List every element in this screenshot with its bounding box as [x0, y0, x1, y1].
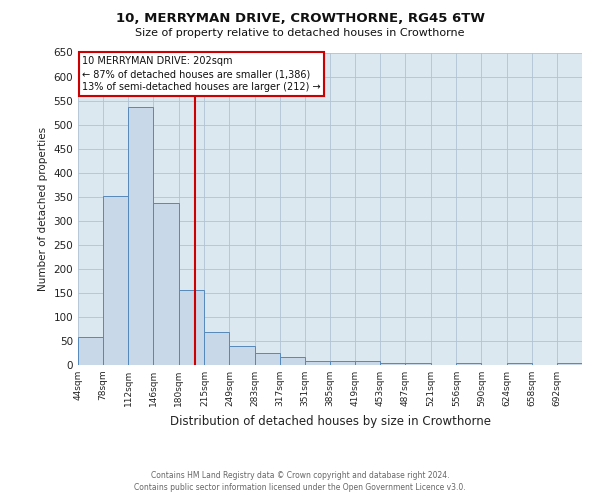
Bar: [330, 360, 355, 365]
Bar: [128, 107, 154, 365]
Bar: [179, 290, 205, 365]
Bar: [254, 354, 280, 365]
Text: Contains HM Land Registry data © Crown copyright and database right 2024.
Contai: Contains HM Land Registry data © Crown c…: [134, 471, 466, 492]
Bar: [78, 337, 103, 365]
Bar: [380, 363, 406, 365]
Bar: [457, 362, 481, 365]
Bar: [557, 362, 582, 365]
Text: Size of property relative to detached houses in Crowthorne: Size of property relative to detached ho…: [135, 28, 465, 38]
Bar: [154, 203, 179, 365]
X-axis label: Distribution of detached houses by size in Crowthorne: Distribution of detached houses by size …: [170, 414, 491, 428]
Bar: [406, 363, 431, 365]
Bar: [506, 362, 532, 365]
Bar: [205, 332, 229, 365]
Y-axis label: Number of detached properties: Number of detached properties: [38, 126, 48, 291]
Text: 10, MERRYMAN DRIVE, CROWTHORNE, RG45 6TW: 10, MERRYMAN DRIVE, CROWTHORNE, RG45 6TW: [115, 12, 485, 26]
Bar: [305, 361, 330, 365]
Bar: [229, 346, 254, 365]
Bar: [103, 196, 128, 365]
Bar: [280, 357, 305, 365]
Text: 10 MERRYMAN DRIVE: 202sqm
← 87% of detached houses are smaller (1,386)
13% of se: 10 MERRYMAN DRIVE: 202sqm ← 87% of detac…: [82, 56, 321, 92]
Bar: [355, 360, 380, 365]
